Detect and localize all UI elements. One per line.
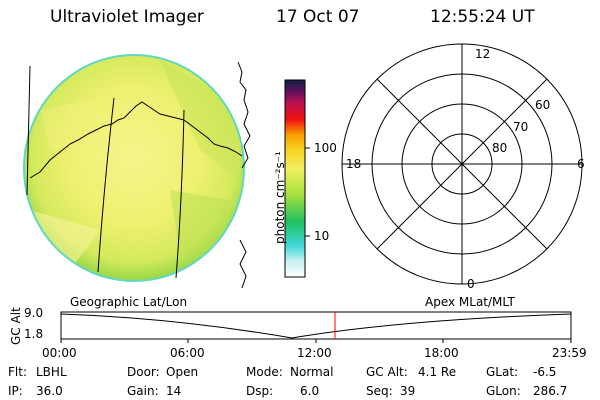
date-label: 17 Oct 07: [276, 7, 360, 27]
info-seq-label: Seq:: [366, 384, 393, 398]
lat-label-60: 60: [535, 98, 551, 112]
timeline-y-tick-low: 1.8: [24, 327, 44, 341]
timeline-y-tick-high: 9.0: [24, 306, 44, 320]
timeline-x-tick-0000: 00:00: [42, 346, 77, 360]
info-glat-label: GLat:: [486, 365, 519, 379]
mlt-label-0: 0: [467, 277, 475, 291]
timeline-y-axis-label: GC Alt: [9, 307, 23, 345]
timeline-left-title: Geographic Lat/Lon: [70, 295, 188, 309]
info-gcalt-label: GC Alt:: [366, 365, 408, 379]
colorbar-tick-10: 10: [314, 229, 330, 243]
colorbar: [284, 79, 310, 278]
colorbar-unit-label: photon cm⁻²s⁻¹: [273, 151, 287, 244]
info-flt-value: LBHL: [36, 365, 67, 379]
info-glon-label: GLon:: [486, 384, 521, 398]
info-flt-label: Flt:: [8, 365, 27, 379]
lat-label-80: 80: [492, 141, 508, 155]
info-dsp-value: 6.0: [300, 384, 320, 398]
colorbar-tick-100: 100: [314, 141, 337, 155]
info-ip-label: IP:: [8, 384, 23, 398]
timeline-x-tick-0600: 06:00: [170, 346, 205, 360]
info-door-label: Door:: [127, 365, 160, 379]
uv-image: [23, 54, 251, 289]
timeline-x-tick-1800: 18:00: [424, 346, 459, 360]
timeline-x-tick-1200: 12:00: [297, 346, 332, 360]
info-glon-value: 286.7: [533, 384, 568, 398]
mlt-label-18: 18: [346, 157, 362, 171]
info-gain-label: Gain:: [127, 384, 159, 398]
timeline-plot: [60, 311, 572, 343]
info-door-value: Open: [166, 365, 199, 379]
info-mode-value: Normal: [290, 365, 334, 379]
info-seq-value: 39: [400, 384, 416, 398]
info-ip-value: 36.0: [36, 384, 63, 398]
app-title: Ultraviolet Imager: [50, 7, 204, 27]
polar-plot: [341, 43, 583, 285]
timeline-x-tick-2359: 23:59: [552, 346, 587, 360]
info-gcalt-value: 4.1 Re: [418, 365, 457, 379]
timeline-right-title: Apex MLat/MLT: [425, 295, 515, 309]
info-glat-value: -6.5: [533, 365, 557, 379]
time-label: 12:55:24 UT: [430, 7, 535, 27]
info-dsp-label: Dsp:: [246, 384, 274, 398]
info-mode-label: Mode:: [246, 365, 283, 379]
info-gain-value: 14: [166, 384, 182, 398]
mlt-label-6: 6: [577, 157, 585, 171]
lat-label-70: 70: [513, 120, 529, 134]
mlt-label-12: 12: [475, 47, 491, 61]
